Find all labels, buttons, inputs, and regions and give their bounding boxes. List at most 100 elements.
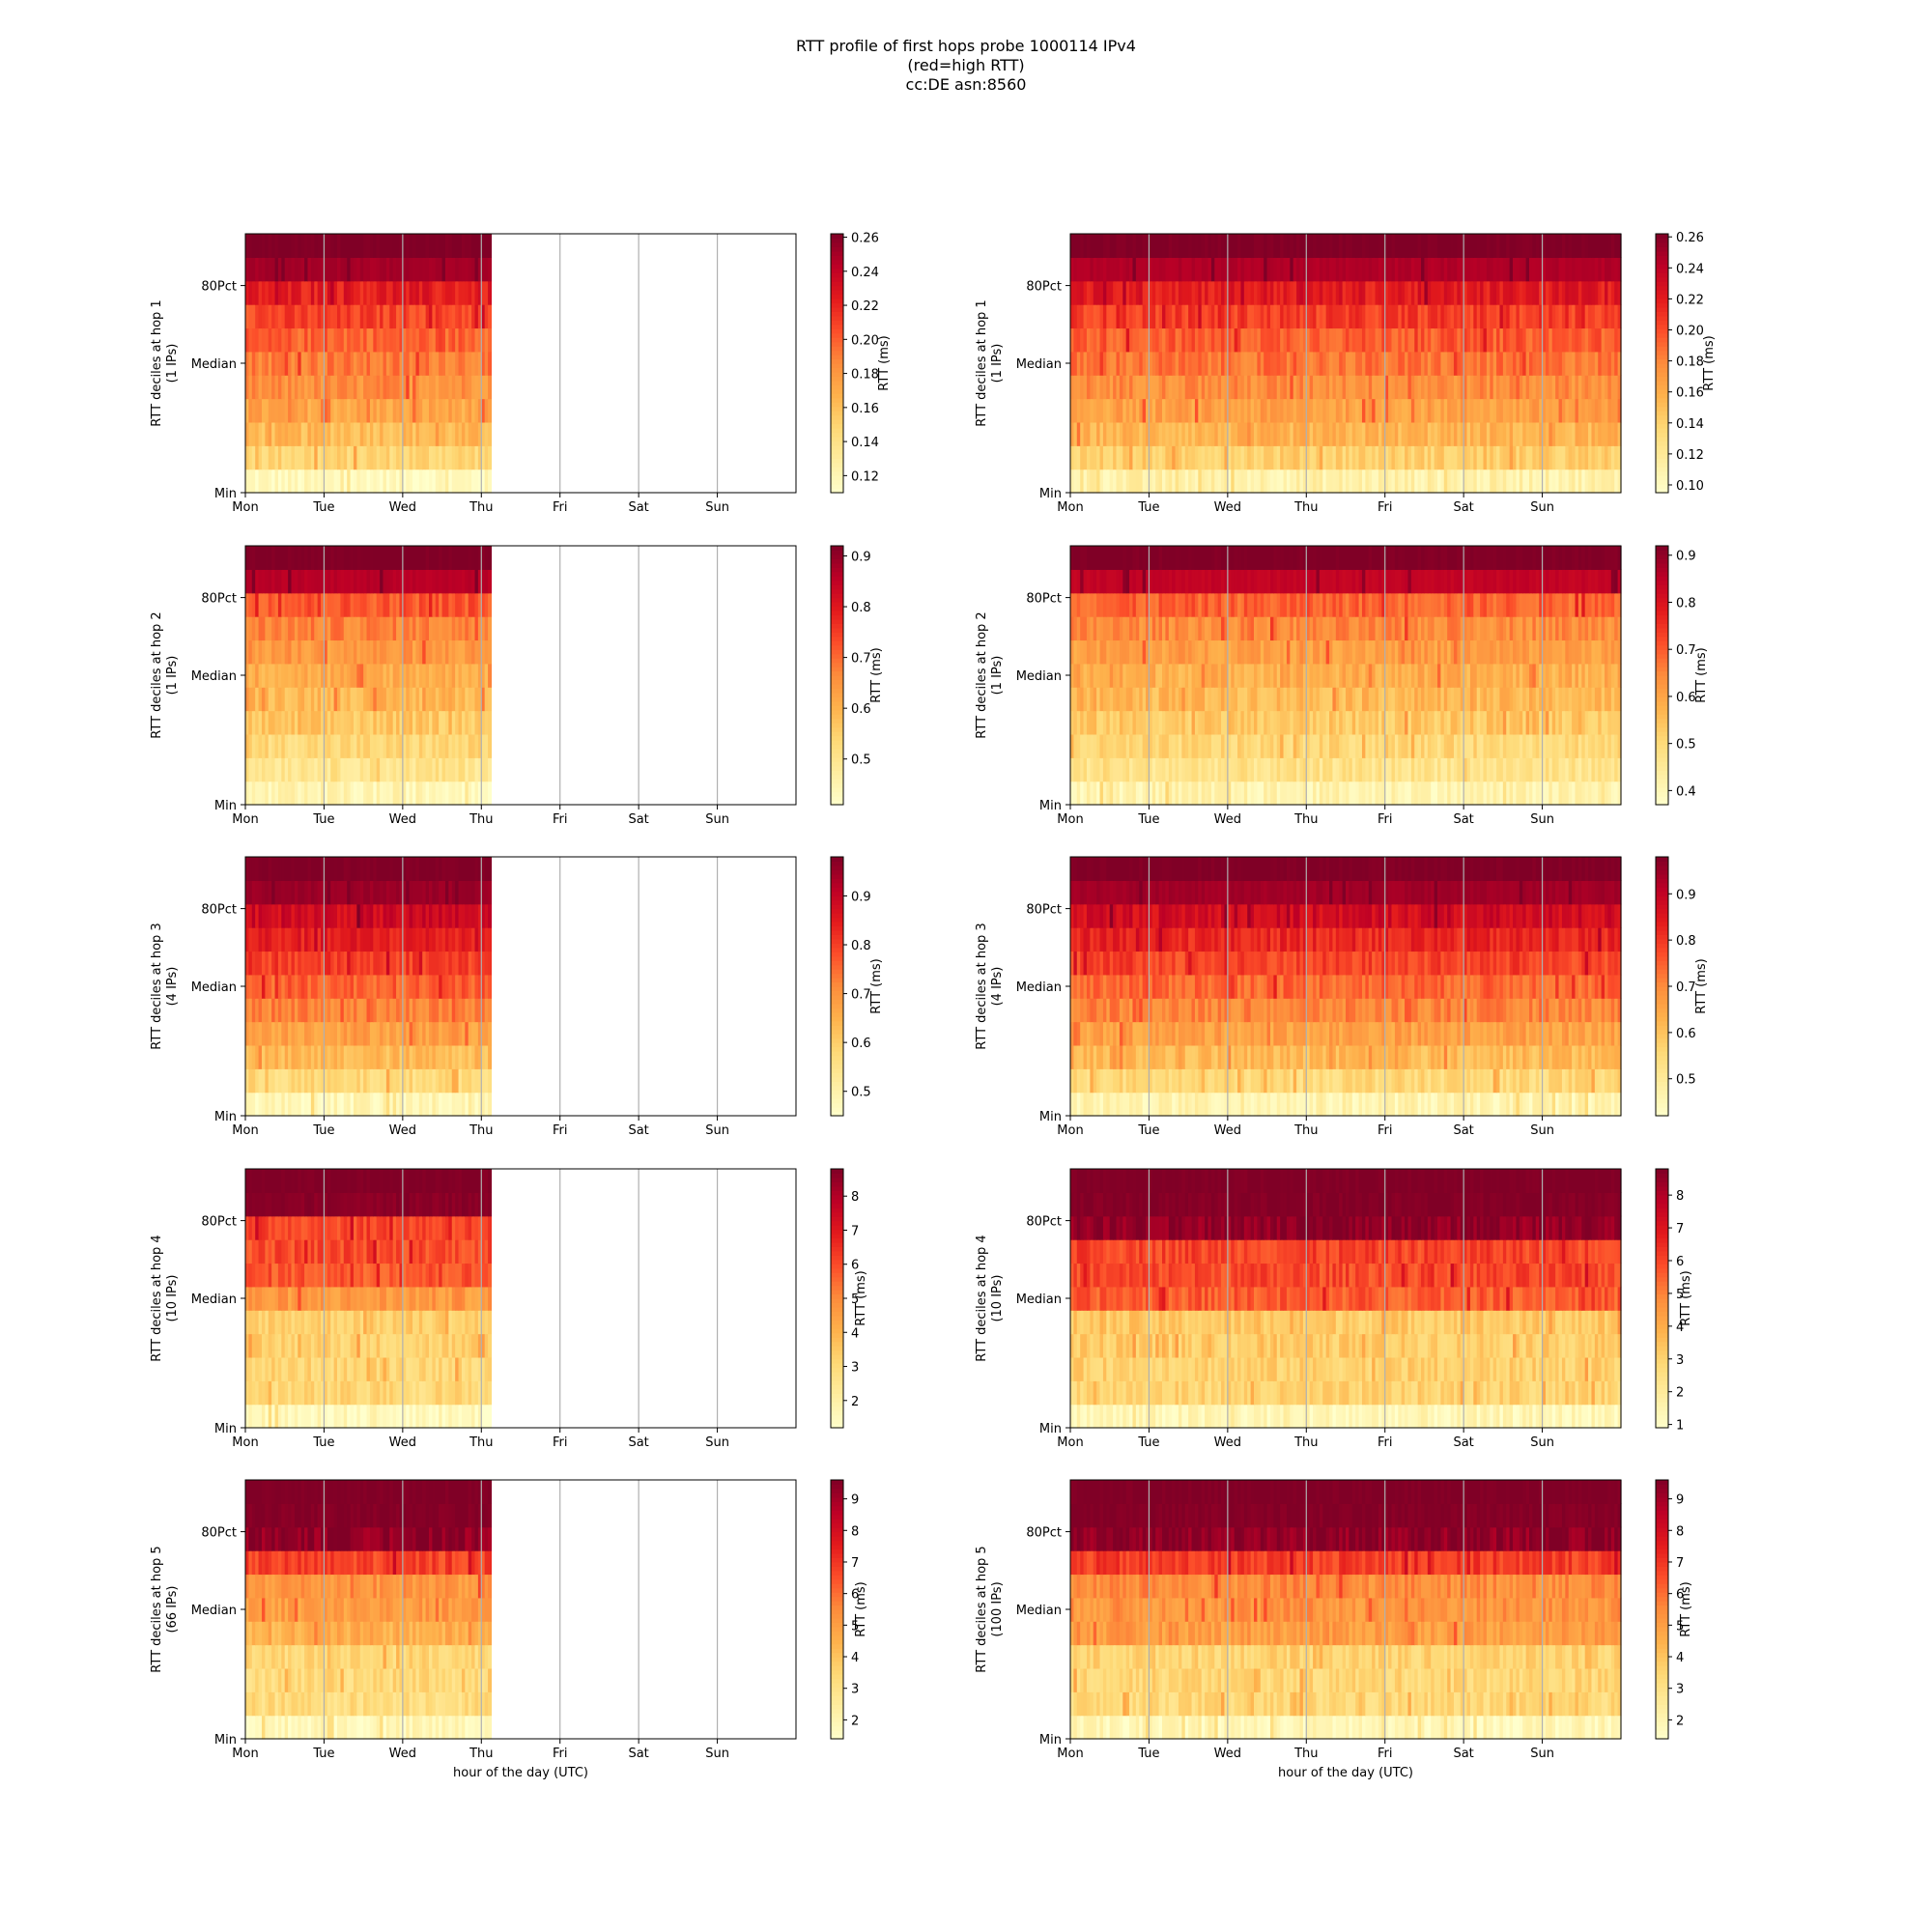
heatmap-cell <box>1090 757 1094 782</box>
heatmap-cell <box>1106 375 1111 400</box>
heatmap-cell <box>1561 327 1566 353</box>
heatmap-cell <box>1355 710 1360 735</box>
heatmap-cell <box>1519 469 1523 494</box>
heatmap-cell <box>277 445 282 470</box>
heatmap-cell <box>1181 469 1186 494</box>
colorbar-segment <box>831 311 843 317</box>
heatmap-cell <box>1607 234 1612 258</box>
heatmap-cell <box>1605 445 1609 470</box>
heatmap-cell <box>1070 304 1074 329</box>
heatmap-cell <box>343 469 348 494</box>
heatmap-cell <box>1440 757 1445 782</box>
heatmap-cell <box>461 445 466 470</box>
heatmap-cell <box>1096 257 1101 282</box>
heatmap-cell <box>1178 639 1182 665</box>
heatmap-cell <box>385 234 390 258</box>
heatmap-cell <box>1476 234 1481 258</box>
heatmap-cell <box>1539 327 1544 353</box>
heatmap-cell <box>1490 327 1494 353</box>
heatmap-cell <box>1342 445 1347 470</box>
heatmap-cell <box>439 445 443 470</box>
heatmap-cell <box>1594 445 1599 470</box>
heatmap-cell <box>1286 234 1291 258</box>
heatmap-cell <box>1342 687 1347 712</box>
heatmap-cell <box>298 445 302 470</box>
heatmap-cell <box>1431 304 1435 329</box>
heatmap-cell <box>1217 351 1222 376</box>
heatmap-cell <box>425 733 430 758</box>
heatmap-cell <box>1227 398 1232 423</box>
heatmap-cell <box>1198 733 1203 758</box>
heatmap-cell <box>294 757 298 782</box>
heatmap-cell <box>468 546 472 570</box>
heatmap-cell <box>248 280 253 305</box>
heatmap-cell <box>1375 257 1379 282</box>
heatmap-cell <box>1492 710 1497 735</box>
heatmap-cell <box>1453 234 1458 258</box>
heatmap-cell <box>468 445 472 470</box>
heatmap-cell <box>429 663 433 688</box>
heatmap-cell <box>481 592 486 617</box>
heatmap-cell <box>333 616 338 641</box>
heatmap-cell <box>1339 710 1344 735</box>
heatmap-cell <box>1247 639 1252 665</box>
heatmap-cell <box>1469 257 1474 282</box>
heatmap-cell <box>1132 710 1137 735</box>
heatmap-cell <box>1188 351 1193 376</box>
heatmap-cell <box>1080 257 1085 282</box>
heatmap-cell <box>359 469 364 494</box>
heatmap-cell <box>251 304 256 329</box>
heatmap-cell <box>1427 687 1432 712</box>
heatmap-cell <box>1414 445 1419 470</box>
heatmap-cell <box>435 757 440 782</box>
heatmap-cell <box>1313 327 1318 353</box>
heatmap-cell <box>1313 757 1318 782</box>
heatmap-cell <box>1184 327 1189 353</box>
heatmap-cell <box>1217 687 1222 712</box>
heatmap-cell <box>1605 710 1609 735</box>
heatmap-cell <box>1214 257 1219 282</box>
heatmap-cell <box>396 375 401 400</box>
heatmap-cell <box>1532 421 1537 446</box>
heatmap-cell <box>1106 280 1111 305</box>
heatmap-cell <box>1269 421 1274 446</box>
heatmap-cell <box>1083 398 1088 423</box>
heatmap-cell <box>1610 257 1615 282</box>
heatmap-cell <box>439 234 443 258</box>
heatmap-cell <box>1322 234 1327 258</box>
heatmap-cell <box>369 710 374 735</box>
heatmap-cell <box>1210 445 1215 470</box>
heatmap-cell <box>1231 234 1236 258</box>
heatmap-cell <box>1316 733 1321 758</box>
heatmap-cell <box>1421 351 1426 376</box>
heatmap-cell <box>451 733 456 758</box>
heatmap-cell <box>441 304 446 329</box>
heatmap-cell <box>1588 639 1593 665</box>
colorbar-segment <box>831 419 843 425</box>
heatmap-cell <box>468 375 472 400</box>
heatmap-cell <box>1116 280 1121 305</box>
heatmap-cell <box>1358 687 1363 712</box>
heatmap-cell <box>1516 304 1520 329</box>
heatmap-cell <box>1460 687 1464 712</box>
heatmap-cell <box>284 469 289 494</box>
heatmap-cell <box>1605 304 1609 329</box>
heatmap-cell <box>1175 234 1179 258</box>
heatmap-cell <box>314 327 319 353</box>
heatmap-cell <box>1431 733 1435 758</box>
heatmap-cell <box>1342 398 1347 423</box>
heatmap-cell <box>1254 327 1258 353</box>
heatmap-cell <box>1070 351 1074 376</box>
heatmap-cell <box>1237 733 1242 758</box>
heatmap-cell <box>484 375 489 400</box>
heatmap-cell <box>1135 781 1140 806</box>
heatmap-cell <box>461 304 466 329</box>
heatmap-cell <box>356 639 361 665</box>
heatmap-cell <box>337 257 341 282</box>
heatmap-cell <box>399 569 404 594</box>
heatmap-cell <box>340 257 345 282</box>
heatmap-cell <box>1090 663 1094 688</box>
heatmap-cell <box>1269 663 1274 688</box>
heatmap-cell <box>1076 304 1081 329</box>
heatmap-cell <box>1581 733 1586 758</box>
